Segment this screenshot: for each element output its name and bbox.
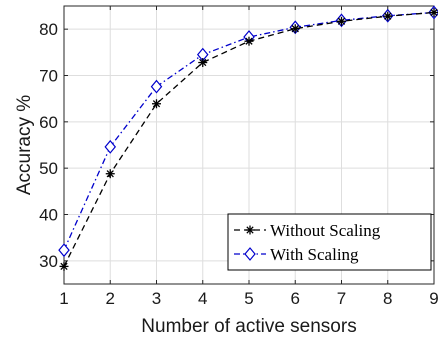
x-tick-label: 5: [244, 289, 253, 308]
data-point: [150, 79, 163, 94]
y-tick-label: 80: [39, 20, 58, 39]
series-line: [63, 11, 435, 251]
x-tick-label: 4: [198, 289, 207, 308]
x-tick-label: 9: [429, 289, 438, 308]
legend: Without Scaling With Scaling: [227, 213, 432, 271]
data-point: [244, 36, 254, 46]
data-point: [429, 7, 438, 17]
y-tick-label: 40: [39, 206, 58, 225]
data-point: [105, 169, 115, 179]
x-tick-label: 1: [59, 289, 68, 308]
y-tick-label: 70: [39, 67, 58, 86]
legend-marker: [245, 225, 255, 235]
data-point: [337, 16, 346, 26]
legend-label: Without Scaling: [270, 221, 381, 240]
legend-box: [227, 213, 432, 271]
data-point: [59, 261, 69, 271]
y-tick-label: 30: [39, 252, 58, 271]
x-tick-label: 7: [337, 289, 346, 308]
data-point: [290, 24, 300, 34]
series-without-scaling: [59, 7, 438, 271]
data-point: [198, 58, 208, 68]
y-tick-label: 50: [39, 159, 58, 178]
x-tick-label: 6: [291, 289, 300, 308]
grid-lines: [63, 6, 435, 284]
x-axis-title: Number of active sensors: [141, 316, 356, 337]
x-tick-label: 2: [106, 289, 115, 308]
data-point: [152, 99, 161, 109]
data-point: [383, 11, 393, 21]
data-point: [104, 139, 117, 154]
legend-item: With Scaling: [234, 245, 359, 264]
data-point: [58, 243, 70, 258]
x-tick-label: 3: [152, 289, 161, 308]
y-tick-label: 60: [39, 113, 58, 132]
legend-item: Without Scaling: [234, 221, 381, 240]
legend-label: With Scaling: [270, 245, 359, 264]
legend-marker: [244, 247, 256, 261]
axis-ticks: 1 2 3 4 5 6 7 8 9 30 40 50 60 70 80: [39, 6, 438, 308]
x-tick-label: 8: [383, 289, 392, 308]
series-group: [58, 5, 438, 271]
y-axis-title: Accuracy %: [14, 95, 35, 195]
